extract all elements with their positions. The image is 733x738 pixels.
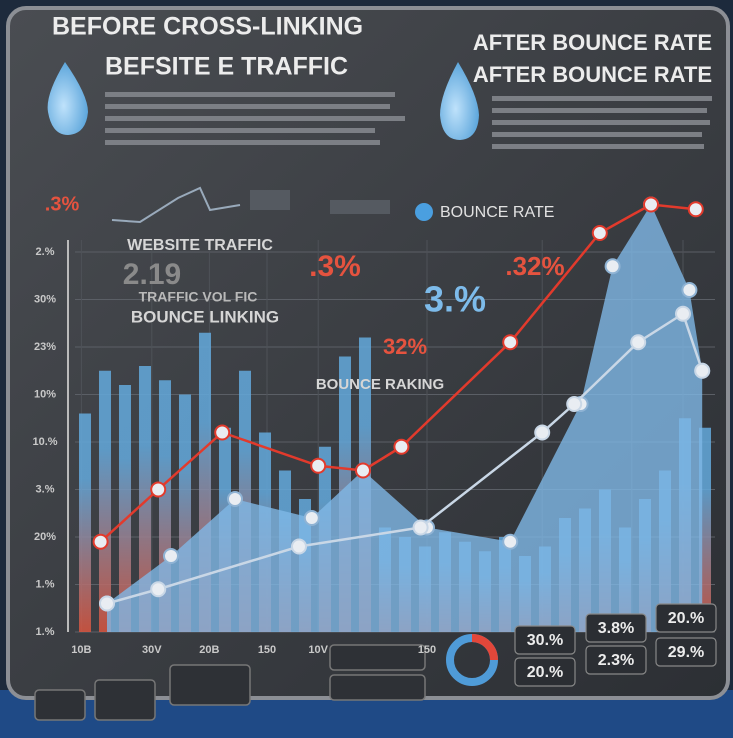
value-box [585, 645, 647, 675]
drop-icon [47, 62, 88, 135]
annotation: .3% [309, 250, 361, 283]
value-box-label: 30.% [527, 632, 563, 649]
annotation: .3% [45, 193, 80, 215]
y-tick-label: 1.% [36, 578, 55, 590]
value-box [655, 603, 717, 633]
annotation: BOUNCE RAKING [316, 376, 444, 393]
annotation: .32% [505, 251, 564, 281]
x-tick-label: 150 [258, 644, 276, 656]
point [412, 519, 429, 536]
value-box-label: 3.8% [598, 620, 634, 637]
x-tick-label: 20B [199, 644, 219, 656]
point [643, 196, 659, 213]
bar [79, 413, 91, 632]
bar [99, 370, 111, 632]
value-box-label: 2.3% [598, 652, 634, 669]
point [675, 305, 691, 322]
annotation: 32% [383, 334, 427, 359]
annotation: 3.% [424, 279, 486, 320]
left-title: BEFORE CROSS-LINKING [52, 13, 363, 41]
value-box [655, 637, 717, 667]
y-tick-label: 2.% [36, 246, 55, 258]
annotation: 2.19 [123, 258, 181, 291]
donut [446, 634, 498, 686]
point [310, 457, 327, 474]
bar [139, 366, 151, 632]
x-tick-label: 10B [71, 644, 91, 656]
value-box [514, 657, 576, 687]
value-box [585, 613, 647, 643]
right-title: AFTER BOUNCE RATE [473, 30, 712, 55]
point [150, 581, 167, 598]
point [214, 424, 231, 441]
y-tick-label: 1.% [36, 626, 55, 638]
y-tick-label: 20% [34, 531, 56, 543]
x-tick-label: 150 [418, 644, 436, 656]
point [630, 334, 647, 351]
point [566, 396, 583, 412]
point [393, 438, 410, 455]
left-subtitle: BEFSITE E TRAFFIC [105, 53, 348, 81]
value-box-label: 20.% [527, 664, 563, 681]
y-tick-label: 10.% [32, 436, 57, 448]
x-tick-label: 30V [142, 644, 162, 656]
sparkline [111, 186, 390, 224]
annotation: TRAFFIC VOL FIC [139, 289, 258, 305]
point [681, 282, 698, 298]
right-subtitle: AFTER BOUNCE RATE [473, 62, 712, 87]
value-box-label: 20.% [668, 610, 704, 627]
point [99, 595, 115, 612]
point [502, 334, 519, 351]
line [99, 203, 696, 543]
point [92, 533, 109, 550]
point [694, 362, 711, 379]
point [687, 201, 704, 218]
point [303, 510, 320, 526]
point [227, 491, 243, 507]
value-box [514, 625, 576, 655]
annotation: BOUNCE LINKING [131, 307, 279, 326]
bar [119, 385, 131, 632]
drop-icon [440, 62, 479, 140]
y-tick-label: 3.% [36, 483, 55, 495]
point [150, 481, 167, 498]
y-tick-label: 10% [34, 388, 56, 400]
x-tick-label: 10V [308, 644, 328, 656]
point [502, 533, 519, 550]
point [291, 538, 307, 555]
annotation: WEBSITE TRAFFIC [127, 237, 273, 254]
legend-swatch [415, 203, 433, 221]
point [355, 462, 371, 479]
value-box-label: 29.% [668, 644, 704, 661]
y-tick-label: 30% [34, 293, 56, 305]
body-text [105, 92, 712, 149]
y-tick-label: 23% [34, 341, 56, 353]
bottom-boxes [34, 644, 426, 721]
point [534, 424, 551, 441]
area [107, 204, 703, 632]
point [591, 225, 608, 241]
point [604, 258, 621, 275]
legend-label: BOUNCE RATE [440, 204, 554, 221]
point [163, 548, 179, 564]
